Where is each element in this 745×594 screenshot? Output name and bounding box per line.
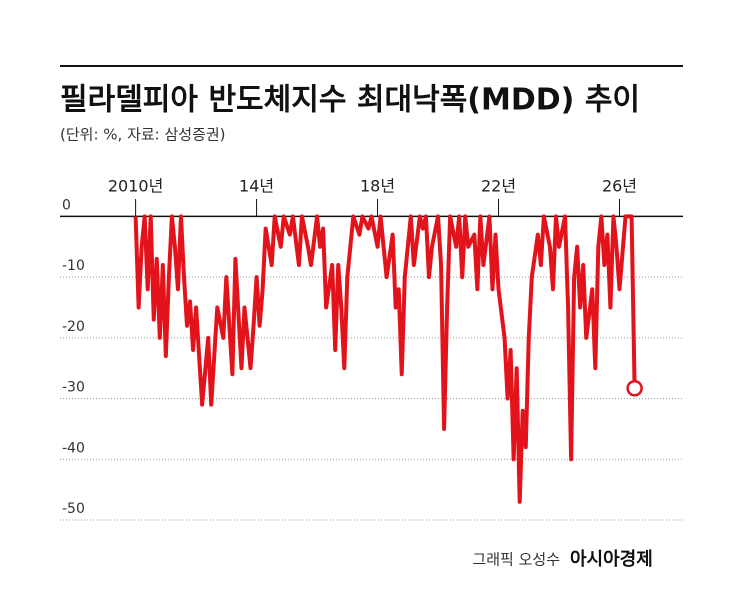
last-point [626, 380, 643, 397]
y-tick-label: -20 [62, 319, 85, 335]
x-tick-label: 22년 [481, 177, 516, 196]
data-line [133, 214, 637, 504]
brand: 아시아경제 [570, 549, 653, 570]
credit: 그래픽 오성수 [472, 551, 560, 569]
y-tick-label: -30 [62, 380, 85, 396]
x-tick-label: 14년 [239, 177, 274, 196]
y-tick-label: -10 [62, 258, 85, 274]
x-tick-label: 18년 [360, 177, 395, 196]
y-tick-label: -40 [62, 440, 85, 456]
y-tick-label: 0 [62, 197, 71, 213]
x-tick-label: 2010년 [108, 177, 163, 196]
y-tick-label: -50 [62, 501, 85, 517]
chart-title: 필라델피아 반도체지수 최대낙폭(MDD) 추이 [60, 83, 640, 118]
chart-subtitle: (단위: %, 자료: 삼성증권) [60, 126, 226, 144]
x-tick-label: 26년 [602, 177, 637, 196]
